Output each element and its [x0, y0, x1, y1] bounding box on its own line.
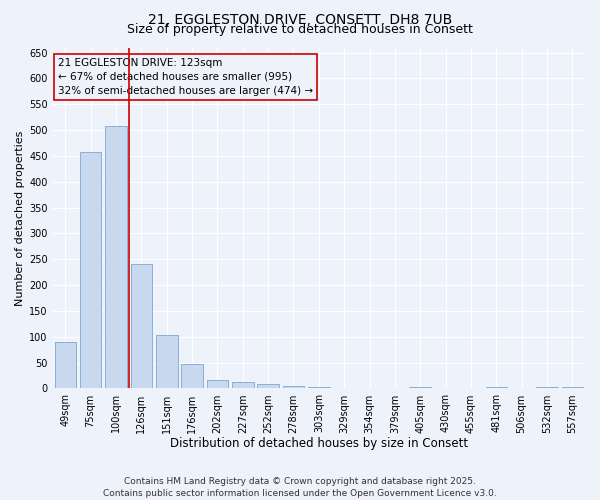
Bar — [232, 382, 254, 388]
Text: 21, EGGLESTON DRIVE, CONSETT, DH8 7UB: 21, EGGLESTON DRIVE, CONSETT, DH8 7UB — [148, 12, 452, 26]
Text: 21 EGGLESTON DRIVE: 123sqm
← 67% of detached houses are smaller (995)
32% of sem: 21 EGGLESTON DRIVE: 123sqm ← 67% of deta… — [58, 58, 313, 96]
Bar — [105, 126, 127, 388]
Bar — [156, 336, 178, 388]
Bar — [257, 384, 279, 388]
Bar — [80, 152, 101, 388]
Y-axis label: Number of detached properties: Number of detached properties — [15, 130, 25, 306]
Bar — [206, 380, 228, 388]
Bar — [181, 364, 203, 388]
Bar — [283, 386, 304, 388]
X-axis label: Distribution of detached houses by size in Consett: Distribution of detached houses by size … — [170, 437, 468, 450]
Text: Size of property relative to detached houses in Consett: Size of property relative to detached ho… — [127, 22, 473, 36]
Bar — [55, 342, 76, 388]
Bar — [131, 264, 152, 388]
Text: Contains HM Land Registry data © Crown copyright and database right 2025.
Contai: Contains HM Land Registry data © Crown c… — [103, 476, 497, 498]
